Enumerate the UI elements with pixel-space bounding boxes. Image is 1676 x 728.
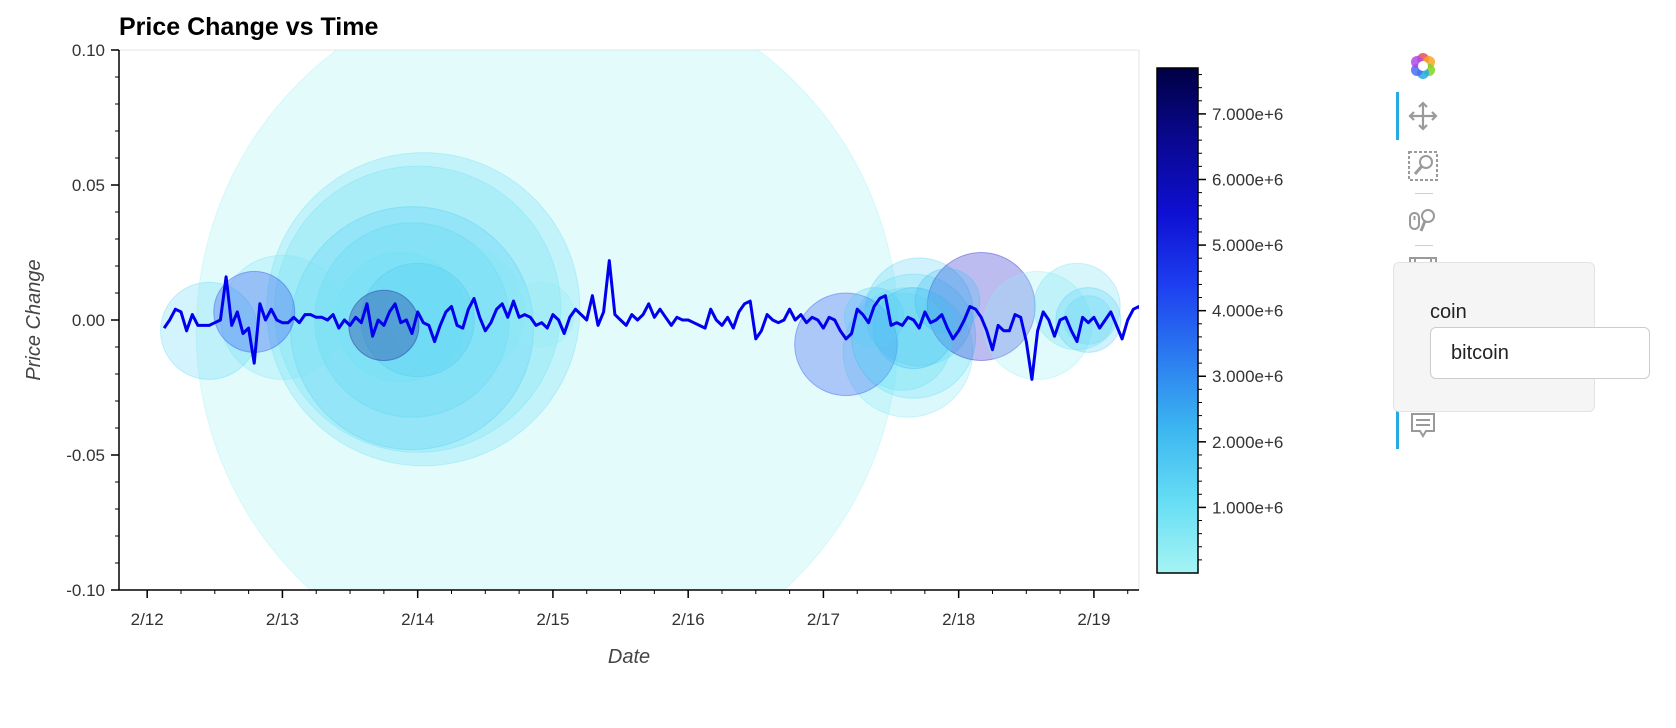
series-line xyxy=(162,259,1139,381)
bubble xyxy=(1055,287,1122,353)
y-tick-label: 0.00 xyxy=(72,311,105,330)
colorbar-tick-label: 4.000e+6 xyxy=(1212,302,1283,321)
x-tick-label: 2/16 xyxy=(672,610,705,629)
y-tick-label: 0.05 xyxy=(72,176,105,195)
x-tick-label: 2/17 xyxy=(807,610,840,629)
bubble xyxy=(266,152,581,467)
x-tick-label: 2/18 xyxy=(942,610,975,629)
colorbar-tick-label: 2.000e+6 xyxy=(1212,433,1283,452)
coin-label: coin xyxy=(1430,301,1467,323)
bubble xyxy=(794,292,898,397)
chart: 0.10 0.05 0.00 -0.05 -0.10 2/12 2/13 2/14 2/15 2/… xyxy=(23,13,1283,668)
bubble xyxy=(842,287,974,418)
box-zoom-icon[interactable] xyxy=(1405,148,1441,184)
x-tick-label: 2/13 xyxy=(266,610,299,629)
bubble xyxy=(850,273,977,399)
line-layer xyxy=(162,259,1139,381)
toolbar-separator xyxy=(1415,245,1433,246)
hover-icon[interactable] xyxy=(1396,401,1441,449)
bubble xyxy=(843,287,905,348)
x-tick-label: 2/14 xyxy=(401,610,434,629)
bubble xyxy=(274,165,562,453)
y-tick-label: -0.05 xyxy=(66,446,105,465)
colorbar-tick-label: 1.000e+6 xyxy=(1212,498,1283,517)
pan-icon[interactable] xyxy=(1396,92,1441,140)
bubble xyxy=(1063,295,1114,345)
bubble xyxy=(864,257,974,367)
colorbar-tick-label: 5.000e+6 xyxy=(1212,236,1283,255)
bubble xyxy=(926,252,1036,361)
colorbar-tick-label: 6.000e+6 xyxy=(1212,170,1283,189)
coin-widget: coin bitcoin xyxy=(1393,262,1650,412)
x-tick-label: 2/19 xyxy=(1077,610,1110,629)
bubble xyxy=(914,268,981,335)
bubble-layer xyxy=(160,50,1122,590)
bubble xyxy=(872,287,955,370)
x-axis-label: Date xyxy=(608,646,650,668)
y-tick-label: -0.10 xyxy=(66,581,105,600)
y-axis-label: Price Change xyxy=(23,259,45,380)
x-tick-label: 2/15 xyxy=(536,610,569,629)
toolbar-separator xyxy=(1415,193,1433,194)
bubble xyxy=(314,222,510,418)
colorbar-tick-label: 3.000e+6 xyxy=(1212,367,1283,386)
bokeh-logo-icon[interactable] xyxy=(1405,48,1441,84)
y-tick-label: 0.10 xyxy=(72,41,105,60)
colorbar xyxy=(1156,67,1199,574)
coin-select[interactable]: bitcoin xyxy=(1430,327,1650,379)
wheel-zoom-icon[interactable] xyxy=(1405,201,1441,237)
x-tick-label: 2/12 xyxy=(131,610,164,629)
colorbar-tick-label: 7.000e+6 xyxy=(1212,105,1283,124)
chart-title: Price Change vs Time xyxy=(119,13,378,41)
bubble xyxy=(195,50,899,590)
